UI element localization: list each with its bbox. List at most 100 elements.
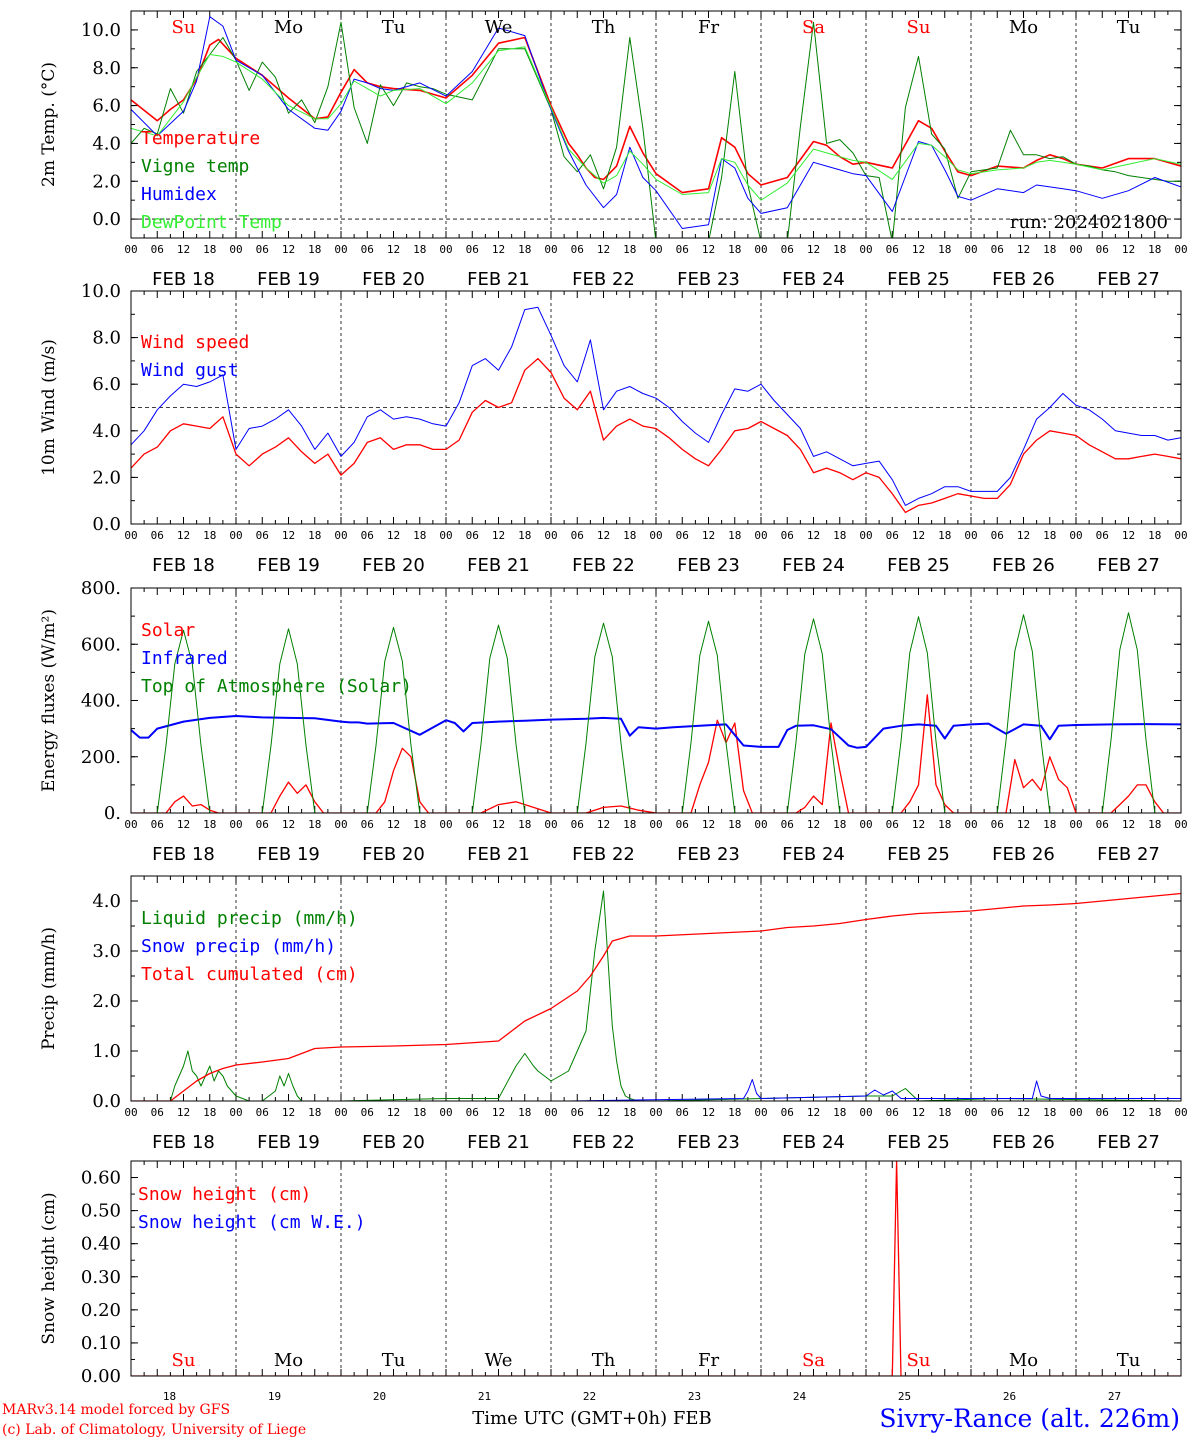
hour-label: 00 [859, 1106, 872, 1119]
hour-label: 12 [807, 1106, 820, 1119]
hour-label: 18 [308, 529, 321, 542]
date-label: FEB 24 [782, 269, 845, 290]
y-tick-label: 400. [81, 691, 121, 712]
y-tick-label: 1.0 [92, 1041, 121, 1062]
hour-label: 12 [702, 243, 715, 256]
bottom-date-label: 20 [373, 1390, 386, 1403]
legend-entry: Liquid precip (mm/h) [141, 908, 358, 929]
date-label: FEB 19 [257, 844, 320, 865]
hour-label: 00 [229, 1106, 242, 1119]
hour-label: 18 [728, 243, 741, 256]
hour-label: 06 [151, 529, 164, 542]
y-tick-label: 0.0 [92, 1091, 121, 1112]
hour-label: 00 [334, 243, 347, 256]
hour-label: 06 [1096, 818, 1109, 831]
day-label: Fr [698, 17, 719, 38]
day-label: Th [592, 1350, 616, 1371]
lab-credit: (c) Lab. of Climatology, University of L… [2, 1422, 306, 1438]
hour-label: 00 [124, 1106, 137, 1119]
date-label: FEB 23 [677, 1132, 740, 1153]
hour-label: 18 [1148, 529, 1161, 542]
hour-label: 00 [754, 1106, 767, 1119]
y-tick-label: 4.0 [92, 133, 121, 154]
hour-label: 00 [334, 818, 347, 831]
hour-label: 06 [1096, 243, 1109, 256]
hour-label: 06 [256, 243, 269, 256]
series-line-dewpoint-temp [131, 46, 1181, 201]
series-line-total-cumulated-cm- [131, 892, 1181, 1101]
hour-label: 18 [623, 243, 636, 256]
hour-label: 00 [229, 243, 242, 256]
series-line-liquid-precip-mm-h- [131, 890, 1181, 1101]
x-axis-label: Time UTC (GMT+0h) FEB [472, 1408, 711, 1429]
day-label: Mo [274, 17, 303, 38]
legend-entry: Wind gust [141, 360, 239, 381]
hour-label: 18 [203, 1106, 216, 1119]
hour-label: 18 [308, 1106, 321, 1119]
hour-label: 06 [886, 243, 899, 256]
bottom-date-label: 19 [268, 1390, 281, 1403]
footer: MARv3.14 model forced by GFS (c) Lab. of … [2, 1402, 1180, 1438]
plot-frame [130, 290, 1182, 525]
hour-label: 00 [859, 818, 872, 831]
series-group [131, 16, 1181, 238]
y-tick-label: 0.60 [81, 1168, 121, 1189]
hour-label: 00 [649, 529, 662, 542]
hour-label: 00 [1174, 818, 1187, 831]
hour-label: 00 [544, 529, 557, 542]
hour-label: 06 [781, 243, 794, 256]
date-label: FEB 19 [257, 555, 320, 576]
date-label: FEB 25 [887, 1132, 950, 1153]
hour-label: 18 [1043, 818, 1056, 831]
hour-label: 00 [124, 529, 137, 542]
station-label: Sivry-Rance (alt. 226m) [879, 1404, 1180, 1433]
hour-label: 12 [282, 243, 295, 256]
hour-label: 06 [886, 1106, 899, 1119]
y-tick-label: 0.0 [92, 209, 121, 230]
hour-label: 18 [308, 243, 321, 256]
hour-label: 12 [597, 818, 610, 831]
hour-label: 00 [439, 818, 452, 831]
date-label: FEB 23 [677, 555, 740, 576]
hour-label: 18 [938, 1106, 951, 1119]
y-tick-label: 0.40 [81, 1234, 121, 1255]
date-label: FEB 26 [992, 555, 1055, 576]
series-line-wind-gust [131, 306, 1181, 506]
date-label: FEB 24 [782, 1132, 845, 1153]
hour-label: 06 [256, 818, 269, 831]
hour-label: 00 [649, 818, 662, 831]
hour-label: 18 [518, 818, 531, 831]
hour-label: 06 [676, 818, 689, 831]
date-label: FEB 23 [677, 269, 740, 290]
date-label: FEB 20 [362, 1132, 425, 1153]
day-label: Tu [1117, 1350, 1141, 1371]
hour-label: 12 [177, 1106, 190, 1119]
hour-label: 00 [964, 1106, 977, 1119]
hour-label: 00 [439, 243, 452, 256]
hour-label: 06 [151, 1106, 164, 1119]
date-label: FEB 21 [467, 1132, 530, 1153]
date-label: FEB 20 [362, 555, 425, 576]
hour-label: 18 [518, 243, 531, 256]
date-label: FEB 18 [152, 1132, 215, 1153]
hour-label: 12 [912, 529, 925, 542]
date-label: FEB 26 [992, 1132, 1055, 1153]
hour-label: 00 [439, 1106, 452, 1119]
hour-label: 12 [492, 818, 505, 831]
hour-label: 06 [571, 1106, 584, 1119]
legend-entry: Total cumulated (cm) [141, 964, 358, 985]
hour-label: 12 [702, 1106, 715, 1119]
legend-entry: Vigne temp [141, 156, 249, 177]
hour-label: 12 [597, 243, 610, 256]
legend-entry: Wind speed [141, 332, 249, 353]
date-label: FEB 22 [572, 1132, 635, 1153]
hour-label: 06 [571, 243, 584, 256]
hour-label: 00 [544, 243, 557, 256]
day-label: Su [172, 17, 196, 38]
hour-label: 06 [151, 243, 164, 256]
y-tick-label: 0.0 [92, 514, 121, 535]
hour-label: 12 [597, 1106, 610, 1119]
date-label: FEB 27 [1097, 269, 1160, 290]
hour-label: 12 [807, 243, 820, 256]
hour-label: 12 [597, 529, 610, 542]
